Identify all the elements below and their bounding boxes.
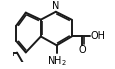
Text: O: O [78,45,85,55]
Text: N: N [52,1,59,11]
Text: OH: OH [90,31,105,41]
Text: NH$_2$: NH$_2$ [46,54,66,68]
